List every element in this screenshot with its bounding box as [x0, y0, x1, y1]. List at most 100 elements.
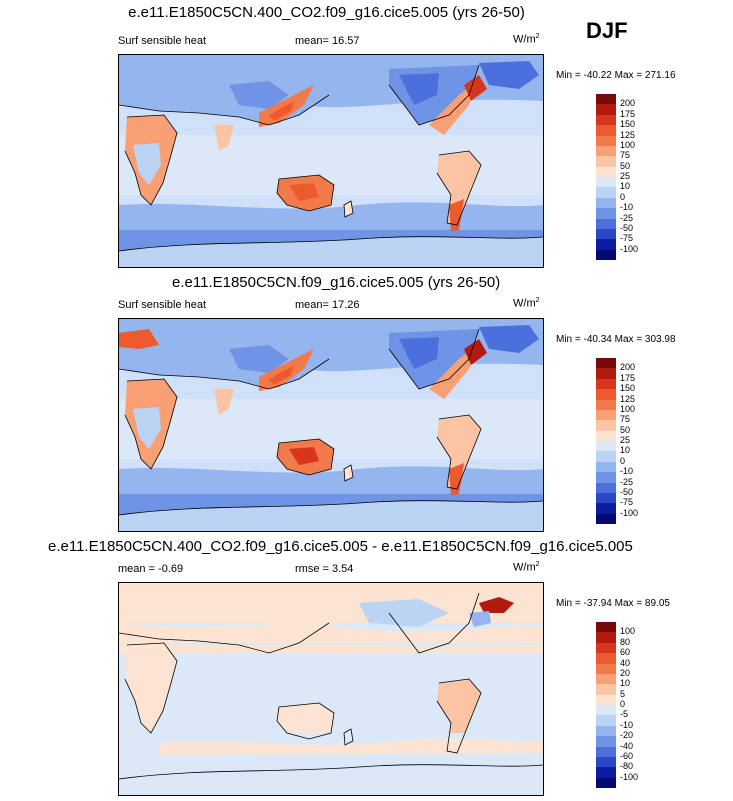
panel-2-units: W/m2	[513, 297, 540, 310]
colorbar-swatch	[596, 715, 616, 726]
colorbar-tick-label: 20	[620, 667, 631, 678]
colorbar-tick-label: -100	[620, 243, 639, 254]
panel-3-colorbar: 100 80 60 40 20 10 5 0 -5 -10 -20 -40 -60 -80 -100	[596, 622, 656, 788]
colorbar-tick-label: 10	[620, 445, 631, 456]
colorbar-tick-label: -10	[620, 202, 634, 213]
colorbar-tick-label: -25	[620, 212, 634, 223]
colorbar-swatch	[596, 249, 616, 260]
colorbar-swatch	[596, 135, 616, 146]
colorbar-tick-label: -60	[620, 750, 634, 761]
panel-1-variable-label: Surf sensible heat	[118, 35, 207, 47]
colorbar-tick-label: -50	[620, 222, 634, 233]
colorbar-swatch	[596, 673, 616, 685]
panel-2-variable-label: Surf sensible heat	[118, 299, 207, 311]
colorbar-swatch	[596, 104, 616, 115]
colorbar-tick-label: 125	[620, 393, 636, 404]
colorbar-swatch	[596, 694, 616, 705]
colorbar-tick-label: 100	[620, 626, 636, 637]
colorbar-tick-label: 150	[620, 383, 636, 394]
panel-3-rmse-label: rmse = 3.54	[295, 563, 354, 575]
colorbar-swatch	[596, 632, 616, 643]
colorbar-tick-label: -5	[620, 709, 629, 720]
colorbar-swatch	[596, 461, 616, 473]
colorbar-tick-label: 50	[620, 424, 631, 435]
colorbar-tick-label: 5	[620, 688, 626, 699]
colorbar-swatch	[596, 705, 616, 716]
colorbar-swatch	[596, 358, 616, 369]
colorbar-tick-label: 40	[620, 657, 631, 668]
panel-1-colorbar: 200 175 150 125 100 75 50 25 10 0 -10 -25 -50 -75 -100	[596, 94, 656, 260]
panel-3-mean-label: mean = -0.69	[118, 563, 184, 575]
colorbar-tick-label: 200	[620, 362, 636, 373]
colorbar-tick-label: 75	[620, 150, 631, 161]
colorbar-swatch	[596, 492, 616, 504]
colorbar-swatch	[596, 725, 616, 737]
panel-2-colorbar: 200 175 150 125 100 75 50 25 10 0 -10 -25 -50 -75 -100	[596, 358, 656, 524]
colorbar-tick-label: 10	[620, 181, 631, 192]
colorbar-tick-label: 25	[620, 171, 631, 181]
colorbar-tick-label: -10	[620, 466, 634, 477]
colorbar-tick-label: -40	[620, 740, 634, 751]
panel-1-title: e.e11.E1850C5CN.400_CO2.f09_g16.cice5.00…	[128, 4, 525, 21]
colorbar-swatch	[596, 208, 616, 219]
colorbar-swatch	[596, 389, 616, 400]
colorbar-swatch	[596, 239, 616, 250]
colorbar-tick-label: -80	[620, 761, 634, 772]
panel-1-mean-label: mean= 16.57	[295, 35, 360, 47]
colorbar-tick-label: 10	[620, 678, 631, 689]
season-label: DJF	[586, 18, 628, 43]
colorbar-swatch	[596, 187, 616, 198]
colorbar-swatch	[596, 622, 616, 633]
colorbar-tick-label: 25	[620, 435, 631, 445]
panel-3-units: W/m2	[513, 561, 540, 574]
colorbar-swatch	[596, 420, 616, 431]
colorbar-tick-label: 0	[620, 699, 626, 709]
panel-2-min-max: Min = -40.34 Max = 303.98	[556, 334, 676, 345]
colorbar-tick-label: -100	[620, 507, 639, 518]
colorbar-swatch	[596, 156, 616, 167]
colorbar-swatch	[596, 736, 616, 747]
colorbar-tick-label: -100	[620, 771, 639, 782]
colorbar-swatch	[596, 430, 616, 441]
colorbar-swatch	[596, 166, 616, 177]
colorbar-tick-label: 80	[620, 636, 631, 647]
colorbar-swatch	[596, 767, 616, 778]
colorbar-tick-label: 200	[620, 98, 636, 109]
colorbar-swatch	[596, 777, 616, 788]
colorbar-swatch	[596, 399, 616, 410]
panel-2-title: e.e11.E1850C5CN.f09_g16.cice5.005 (yrs 2…	[172, 274, 501, 291]
colorbar-tick-label: 0	[620, 191, 626, 202]
colorbar-tick-label: 175	[620, 108, 636, 119]
panel-2-mean-label: mean= 17.26	[295, 299, 360, 311]
colorbar-tick-label: 75	[620, 414, 631, 425]
colorbar-tick-label: 100	[620, 139, 636, 150]
colorbar-swatch	[596, 684, 616, 695]
colorbar-swatch	[596, 663, 616, 674]
colorbar-tick-label: -75	[620, 233, 634, 244]
panel-3-title: e.e11.E1850C5CN.400_CO2.f09_g16.cice5.00…	[48, 538, 633, 555]
colorbar-swatch	[596, 114, 616, 126]
colorbar-tick-label: 100	[620, 403, 636, 414]
colorbar-tick-label: -10	[620, 719, 634, 730]
colorbar-swatch	[596, 472, 616, 483]
colorbar-tick-label: -25	[620, 476, 634, 487]
panel-3-min-max: Min = -37.94 Max = 89.05	[556, 598, 670, 609]
colorbar-tick-label: 60	[620, 647, 631, 658]
colorbar-tick-label: -75	[620, 497, 634, 508]
colorbar-swatch	[596, 145, 616, 157]
colorbar-swatch	[596, 218, 616, 229]
panel-1-map	[118, 54, 544, 268]
panel-3-map	[118, 582, 544, 796]
colorbar-swatch	[596, 197, 616, 209]
colorbar-tick-label: 50	[620, 160, 631, 171]
colorbar-swatch	[596, 482, 616, 493]
panel-1-min-max: Min = -40.22 Max = 271.16	[556, 70, 676, 81]
colorbar-swatch	[596, 513, 616, 524]
colorbar-tick-label: 125	[620, 129, 636, 140]
panel-2-map	[118, 318, 544, 532]
colorbar-swatch	[596, 441, 616, 452]
colorbar-tick-label: -50	[620, 486, 634, 497]
colorbar-tick-label: 0	[620, 455, 626, 466]
colorbar-swatch	[596, 368, 616, 379]
colorbar-swatch	[596, 228, 616, 240]
